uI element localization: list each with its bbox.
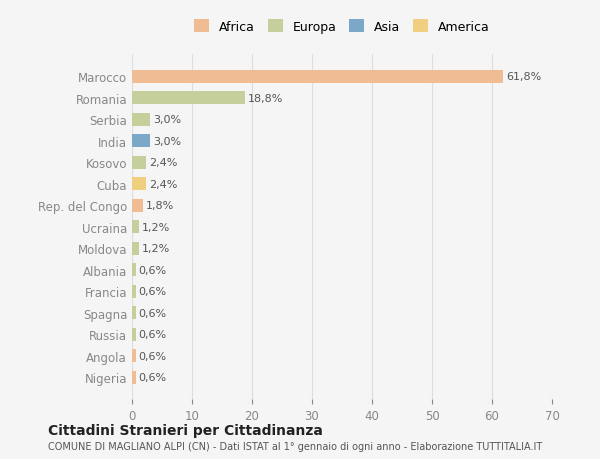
Text: 1,8%: 1,8% [146,201,174,211]
Bar [132,328,136,341]
Bar [132,263,136,276]
Text: 0,6%: 0,6% [139,351,167,361]
Text: Cittadini Stranieri per Cittadinanza: Cittadini Stranieri per Cittadinanza [48,423,323,437]
Text: 2,4%: 2,4% [149,158,178,168]
Text: 3,0%: 3,0% [153,136,181,146]
Text: 2,4%: 2,4% [149,179,178,189]
Bar [132,135,150,148]
Bar [132,178,146,191]
Legend: Africa, Europa, Asia, America: Africa, Europa, Asia, America [191,17,493,38]
Text: 1,2%: 1,2% [142,244,170,254]
Bar [132,285,136,298]
Bar [132,371,136,384]
Bar [132,242,139,255]
Bar [132,157,146,169]
Bar [132,307,136,319]
Bar [132,349,136,362]
Text: 18,8%: 18,8% [248,94,283,104]
Text: 0,6%: 0,6% [139,308,167,318]
Text: 0,6%: 0,6% [139,372,167,382]
Text: 3,0%: 3,0% [153,115,181,125]
Text: 0,6%: 0,6% [139,286,167,297]
Text: 61,8%: 61,8% [506,72,541,82]
Bar [132,92,245,105]
Text: COMUNE DI MAGLIANO ALPI (CN) - Dati ISTAT al 1° gennaio di ogni anno - Elaborazi: COMUNE DI MAGLIANO ALPI (CN) - Dati ISTA… [48,441,542,451]
Bar [132,71,503,84]
Bar [132,199,143,212]
Text: 0,6%: 0,6% [139,265,167,275]
Text: 0,6%: 0,6% [139,330,167,339]
Bar [132,221,139,234]
Bar [132,113,150,127]
Text: 1,2%: 1,2% [142,222,170,232]
